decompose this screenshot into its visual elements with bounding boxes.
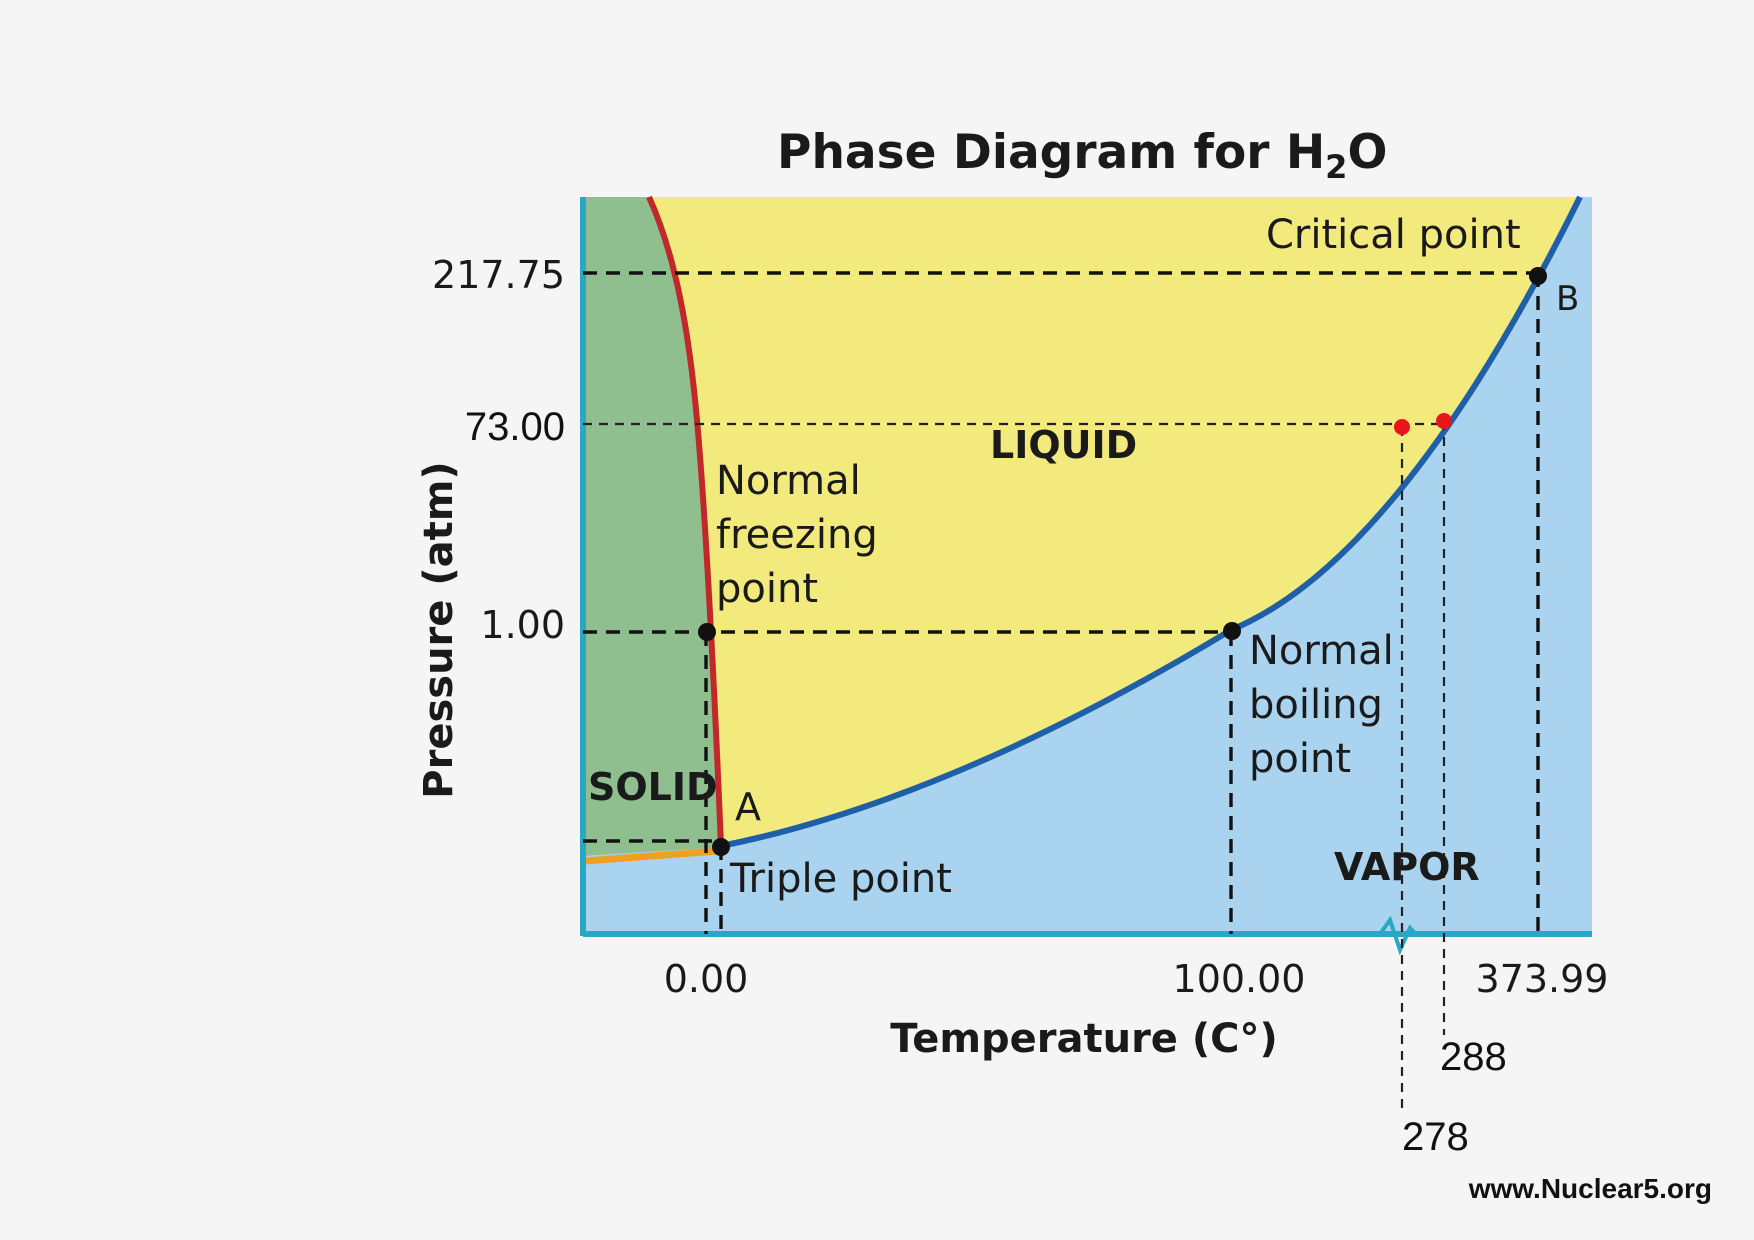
annotation-288: 288 [1440,1035,1507,1079]
triple-point-label: Triple point [729,856,952,902]
liquid-label: LIQUID [990,423,1137,467]
normal-freezing-point-marker [698,623,716,641]
vapor-label: VAPOR [1334,845,1480,889]
y-axis-label: Pressure (atm) [416,461,462,798]
y-tick-217-75: 217.75 [432,253,565,297]
solid-region [583,197,721,856]
liquid-region [651,197,1580,846]
normal-boiling-point-label: Normal boiling point [1249,628,1406,782]
critical-point-label: Critical point [1266,212,1521,258]
x-tick-373-99: 373.99 [1476,957,1609,1001]
red-point-278 [1394,419,1410,435]
x-tick-100-00: 100.00 [1173,957,1306,1001]
critical-point-marker [1529,267,1547,285]
red-point-288 [1436,413,1452,429]
watermark: www.Nuclear5.org [1468,1173,1712,1204]
solid-label: SOLID [588,765,718,809]
annotation-278: 278 [1402,1115,1469,1159]
sublimation-curve [584,847,719,865]
point-b-label: B [1556,279,1579,319]
normal-freezing-point-label: Normal freezing point [716,458,890,612]
point-a-label: A [735,785,761,829]
x-tick-0-00: 0.00 [664,957,749,1001]
normal-boiling-point-marker [1223,622,1241,640]
x-axis-label: Temperature (C°) [890,1016,1278,1062]
melting-curve [646,195,724,847]
axis-break-mark [1378,915,1418,956]
triple-point-marker [712,838,730,856]
y-tick-73-00: 73.00 [465,405,565,449]
y-tick-1-00: 1.00 [480,603,565,647]
diagram-title: Phase Diagram for H2O [777,125,1387,186]
